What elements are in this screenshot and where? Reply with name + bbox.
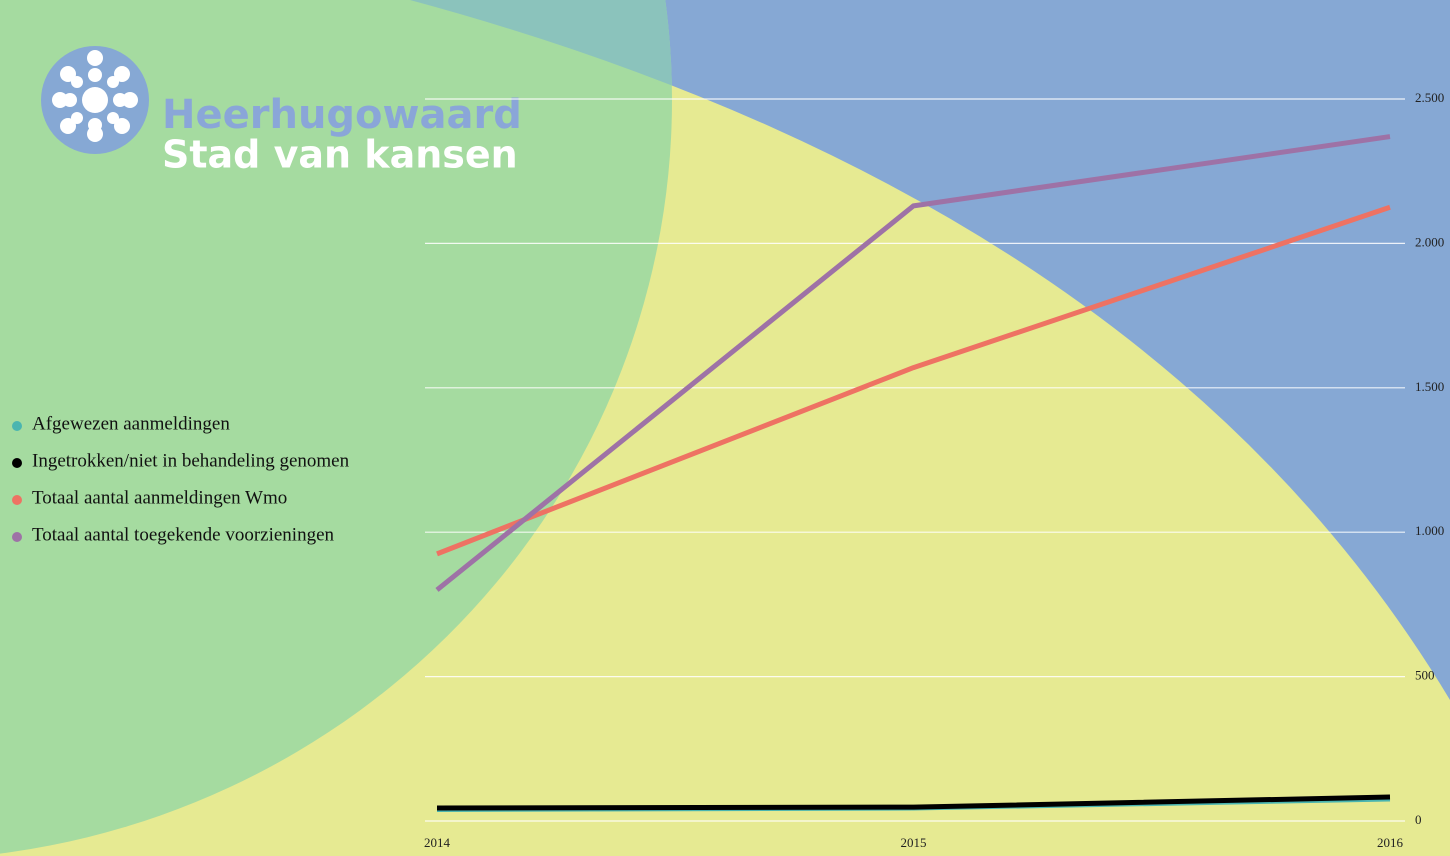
series-line (436, 204, 1391, 557)
legend-label: Totaal aantal aanmeldingen Wmo (32, 487, 287, 508)
series-line (436, 794, 1391, 811)
y-tick-label: 2.500 (1415, 90, 1444, 105)
logo-name: Heerhugowaard (162, 92, 522, 138)
legend-label: Afgewezen aanmeldingen (32, 413, 230, 434)
y-tick-label: 2.000 (1415, 234, 1444, 249)
series-line (435, 134, 1391, 592)
legend-label: Ingetrokken/niet in behandeling genomen (32, 450, 350, 471)
legend-label: Totaal aantal toegekende voorzieningen (32, 524, 335, 545)
x-tick-label: 2014 (424, 835, 451, 850)
legend-marker (12, 458, 22, 468)
legend-marker (12, 495, 22, 505)
y-tick-label: 500 (1415, 668, 1435, 683)
y-tick-label: 1.000 (1415, 523, 1444, 538)
y-tick-label: 0 (1415, 812, 1422, 827)
legend-marker (12, 532, 22, 542)
x-tick-label: 2016 (1377, 835, 1404, 850)
y-tick-label: 1.500 (1415, 379, 1444, 394)
legend-marker (12, 421, 22, 431)
logo-dots (52, 50, 138, 142)
logo: Heerhugowaard Stad van kansen (41, 46, 522, 177)
logo-tagline: Stad van kansen (162, 133, 518, 177)
x-tick-label: 2015 (901, 835, 927, 850)
background-shape (0, 0, 672, 854)
